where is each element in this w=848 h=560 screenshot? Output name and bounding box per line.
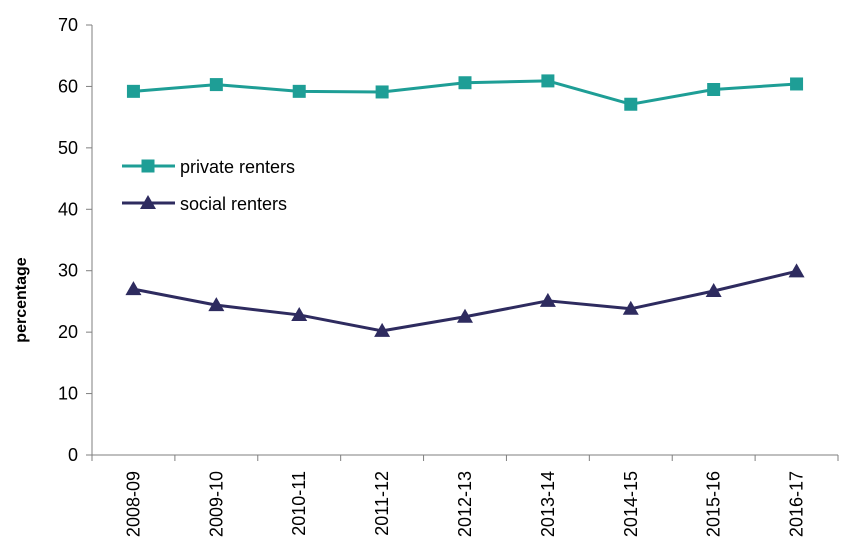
social-renters-point (457, 308, 473, 323)
y-tick-label: 0 (68, 445, 78, 465)
social-renters-point (291, 306, 308, 321)
y-tick-label: 30 (58, 261, 78, 281)
series-social-renters (125, 263, 805, 337)
social-renters-point (374, 322, 391, 337)
private-renters-point (707, 83, 721, 96)
private-renters-point (790, 77, 804, 91)
legend-label: social renters (180, 194, 287, 214)
x-tick-label: 2012-13 (455, 471, 475, 537)
y-tick-label: 60 (58, 76, 78, 96)
private-renters-point (624, 97, 638, 111)
social-renters-point (125, 281, 142, 296)
social-renters-point (705, 282, 722, 297)
y-tick-label: 40 (58, 199, 78, 219)
x-axis: 2008-09 2009-10 2010-11 2011-12 2012-13 2013-… (91, 454, 839, 537)
y-tick-label: 70 (58, 15, 78, 35)
x-tick-label: 2009-10 (206, 471, 226, 537)
social-renters-point (788, 263, 805, 278)
private-renters-point (292, 84, 306, 98)
legend-marker (141, 159, 155, 173)
x-tick-label: 2016-17 (787, 471, 807, 537)
legend: private renters social renters (122, 157, 295, 214)
legend-item-social-renters: social renters (122, 194, 287, 214)
x-tick-label: 2015-16 (704, 471, 724, 537)
x-tick-label: 2014-15 (621, 471, 641, 537)
legend-item-private-renters: private renters (122, 157, 295, 177)
legend-label: private renters (180, 157, 295, 177)
private-renters-point (458, 76, 472, 90)
private-renters-point (541, 74, 555, 88)
private-renters-point (375, 85, 389, 99)
series-private-renters (126, 74, 804, 111)
private-renters-point (209, 78, 223, 92)
y-tick-label: 10 (58, 384, 78, 404)
y-axis-title: percentage (13, 257, 30, 342)
private-renters-point (126, 84, 140, 98)
x-tick-label: 2010-11 (289, 471, 309, 536)
social-renters-point (208, 297, 225, 312)
y-tick-label: 50 (58, 138, 78, 158)
social-renters-point (622, 300, 639, 315)
legend-marker (140, 195, 156, 209)
social-renters-point (539, 292, 556, 307)
series-layer (125, 74, 805, 337)
x-tick-label: 2013-14 (538, 471, 558, 537)
x-tick-label: 2008-09 (123, 471, 143, 537)
y-axis: 0 10 20 30 40 50 60 70 (58, 15, 93, 465)
x-tick-label: 2011-12 (372, 471, 392, 536)
y-tick-label: 20 (58, 322, 78, 342)
